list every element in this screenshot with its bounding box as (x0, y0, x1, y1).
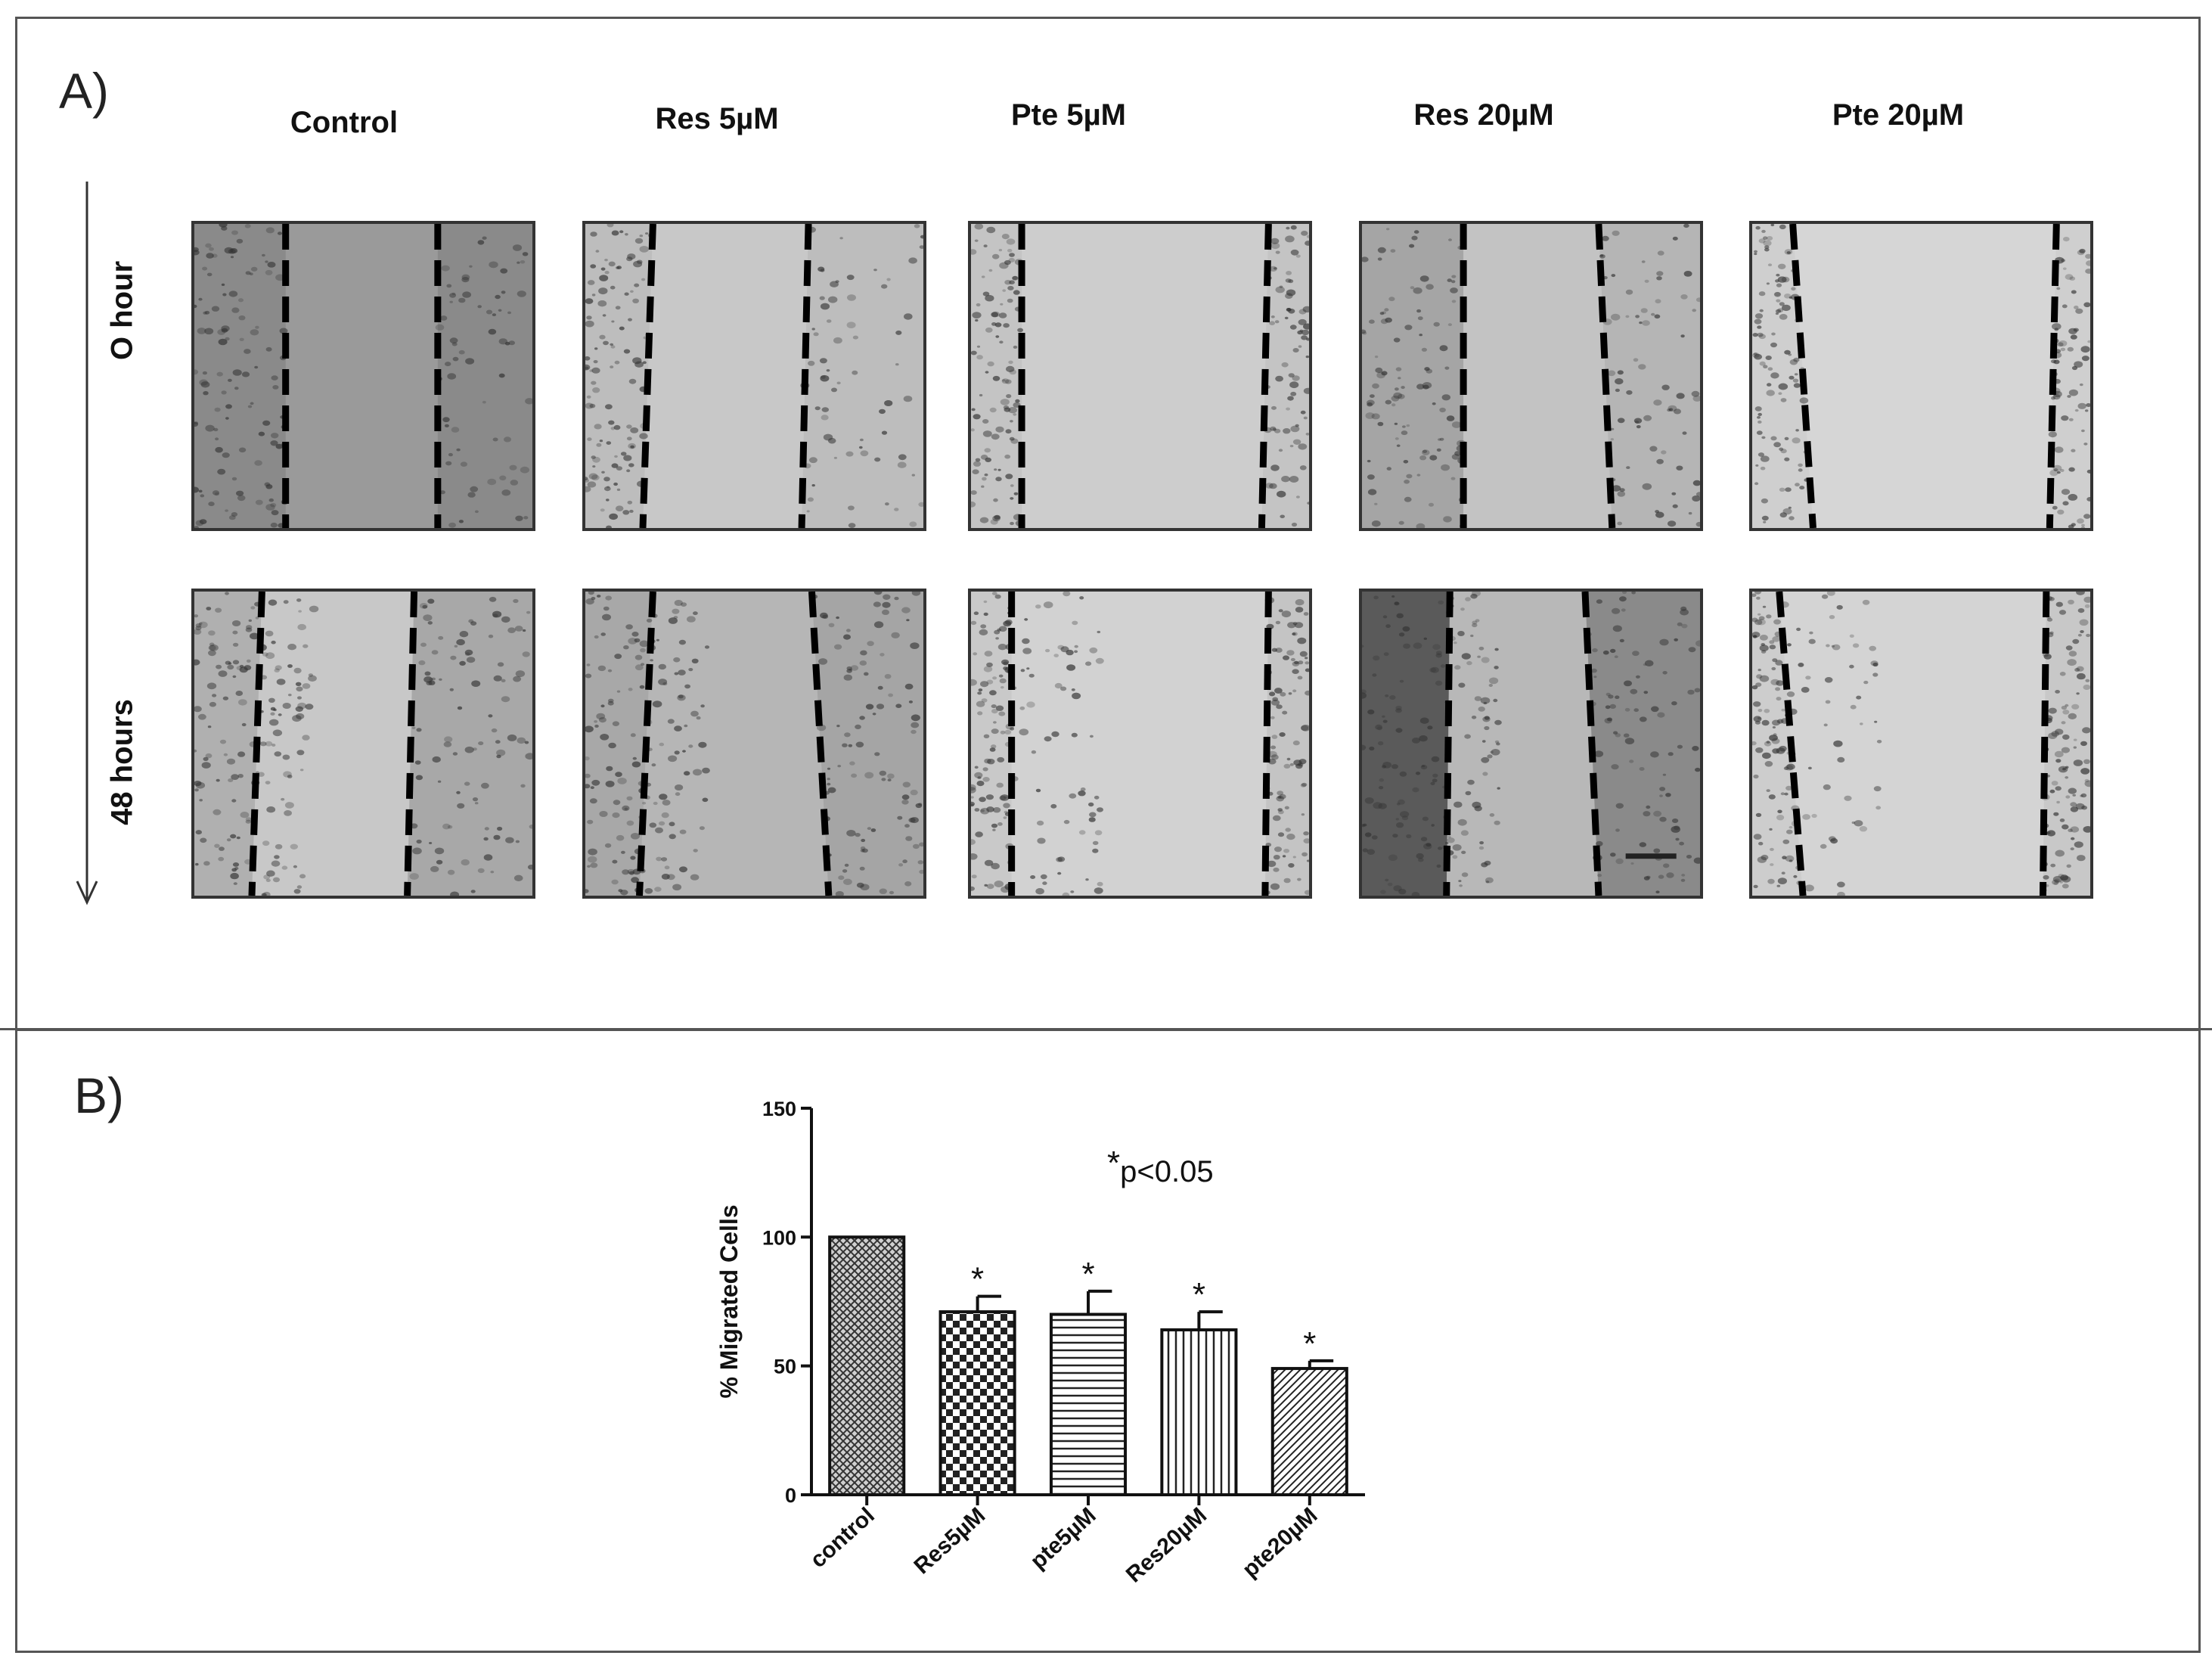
bar-3 (1160, 1328, 1238, 1497)
bar-2 (1049, 1312, 1128, 1496)
y-tick-label-100: 100 (762, 1226, 796, 1249)
significance-star-2: * (1081, 1256, 1094, 1293)
category-label-1: Res5µM (909, 1503, 990, 1579)
significance-star-3: * (1193, 1276, 1205, 1313)
category-label-3: Res20µM (1122, 1503, 1211, 1588)
column-label-res-5um: Res 5µM (655, 102, 779, 135)
significance-star-1: * (971, 1261, 984, 1298)
micrograph-r0-c0 (191, 221, 535, 531)
bar-0 (828, 1235, 906, 1497)
micrograph-r1-c0 (191, 589, 535, 899)
y-tick-label-150: 150 (762, 1098, 796, 1120)
category-label-0: control (805, 1503, 880, 1573)
column-label-pte-20um: Pte 20µM (1832, 98, 1965, 132)
panel-a-label: A) (59, 63, 109, 119)
significance-star-4: * (1303, 1325, 1316, 1362)
significance-legend-star: * (1107, 1145, 1120, 1182)
micrograph-r1-c2 (968, 589, 1312, 899)
micrograph-r1-c1 (582, 589, 926, 899)
bar-4 (1270, 1367, 1348, 1497)
micrograph-r0-c1 (582, 221, 926, 531)
panel-b-frame (15, 1029, 2201, 1653)
micrograph-r0-c4 (1749, 221, 2093, 531)
column-label-res-20um: Res 20µM (1413, 98, 1554, 132)
micrograph-r1-c3 (1359, 589, 1703, 899)
bar-1 (938, 1310, 1016, 1497)
micrograph-r0-c2 (968, 221, 1312, 531)
column-label-pte-5um: Pte 5µM (1011, 98, 1126, 132)
category-label-2: pte5µM (1025, 1503, 1100, 1574)
category-label-4: pte20µM (1238, 1503, 1323, 1583)
y-tick-label-0: 0 (785, 1484, 796, 1507)
y-axis-title: % Migrated Cells (715, 1204, 743, 1398)
panel-a-frame (15, 17, 2201, 1030)
time-arrow (76, 182, 98, 905)
micrograph-r0-c3 (1359, 221, 1703, 531)
column-label-control: Control (290, 106, 399, 139)
panel-b-label: B) (74, 1067, 124, 1123)
significance-legend-text: p<0.05 (1120, 1155, 1213, 1188)
micrograph-r1-c4 (1749, 589, 2093, 899)
significance-legend: *p<0.05 (1107, 1145, 1214, 1188)
y-tick-label-50: 50 (774, 1356, 796, 1378)
